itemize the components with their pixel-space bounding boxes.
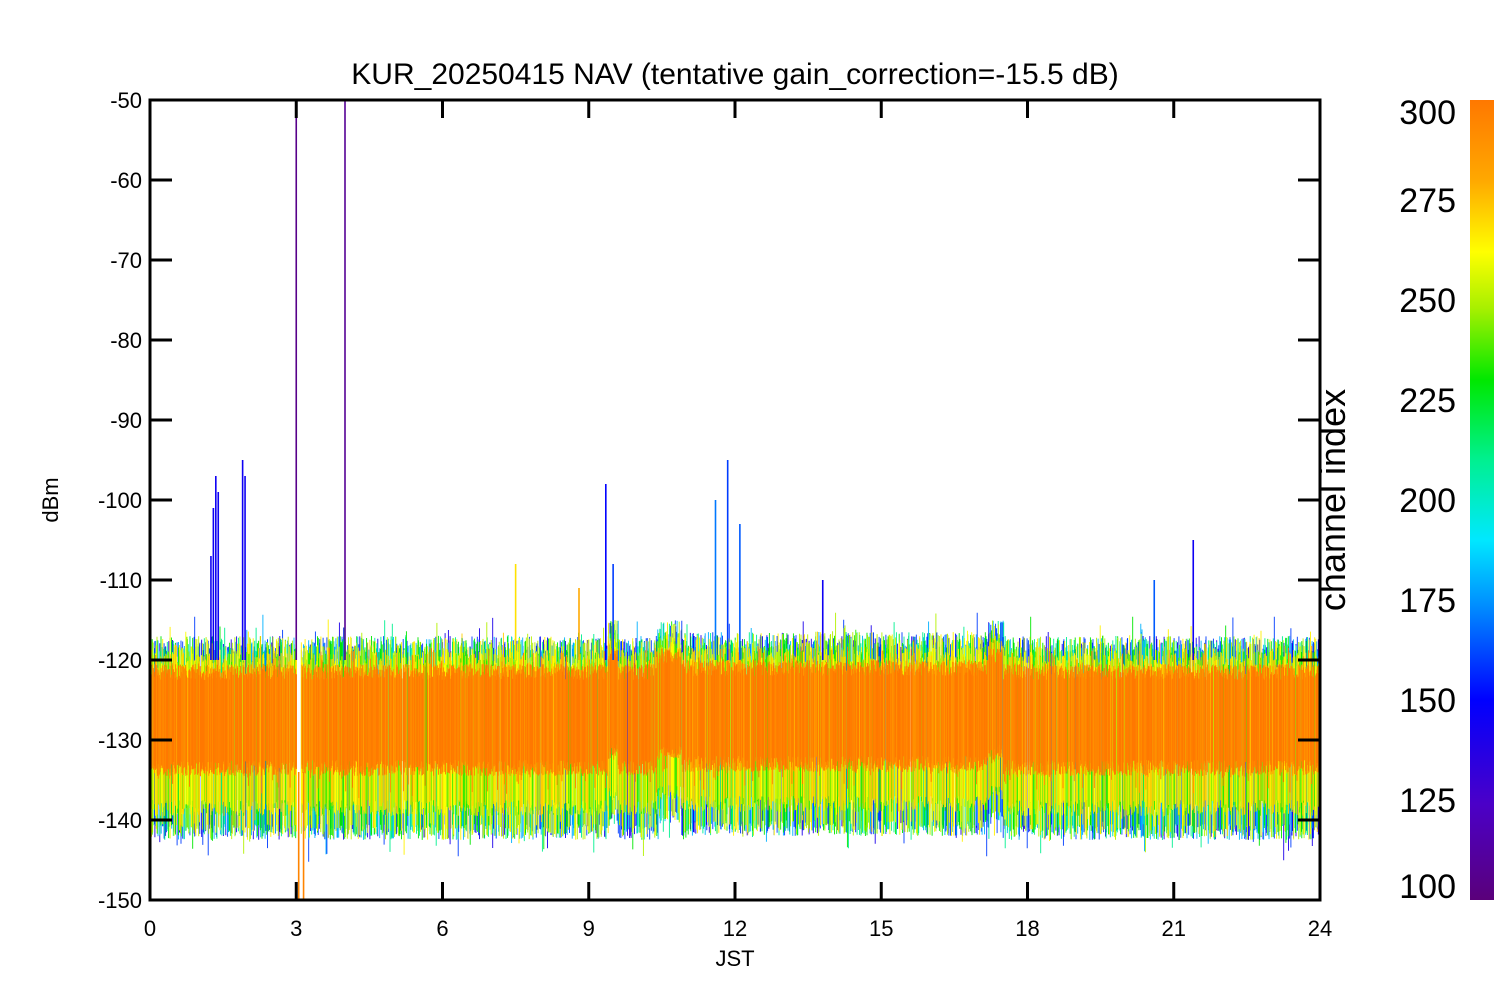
colorbar-tick-label: 125 <box>1399 782 1456 820</box>
noise-band <box>658 648 682 770</box>
noise-segment <box>656 620 683 838</box>
y-tick-label: -130 <box>98 728 142 753</box>
x-tick-label: 21 <box>1162 916 1186 941</box>
noise-segment <box>150 614 297 856</box>
y-tick-label: -90 <box>110 408 142 433</box>
x-tick-label: 18 <box>1015 916 1039 941</box>
colorbar-ticks: 300 275 250 225 200 175 150 125 100 <box>1399 94 1456 906</box>
x-tick-label: 6 <box>436 916 448 941</box>
colorbar-tick-label: 275 <box>1399 182 1456 220</box>
colorbar-label: channel index <box>1312 389 1353 611</box>
noise-band <box>618 659 658 782</box>
noise-segment <box>300 617 610 862</box>
colorbar-tick-label: 175 <box>1399 582 1456 620</box>
y-tick-label: -70 <box>110 248 142 273</box>
y-tick-label: -60 <box>110 168 142 193</box>
x-tick-label: 0 <box>144 916 156 941</box>
noise-segment <box>607 620 619 824</box>
x-tick-label: 9 <box>583 916 595 941</box>
colorbar-tick-label: 200 <box>1399 482 1456 520</box>
x-axis: 0 3 6 9 12 15 18 21 24 <box>144 100 1332 941</box>
colorbar-tick-label: 250 <box>1399 282 1456 320</box>
y-axis: -50 -60 -70 -80 -90 -100 -110 -120 -130 -140 -150 <box>98 88 1320 913</box>
colorbar <box>1470 100 1494 900</box>
noise-segment <box>681 612 990 857</box>
y-tick-label: -50 <box>110 88 142 113</box>
y-tick-label: -100 <box>98 488 142 513</box>
y-axis-label: dBm <box>38 477 63 522</box>
colorbar-tick-label: 100 <box>1399 868 1456 906</box>
colorbar-tick-label: 150 <box>1399 682 1456 720</box>
x-tick-label: 3 <box>290 916 302 941</box>
x-tick-label: 24 <box>1308 916 1332 941</box>
noise-segment <box>1002 616 1320 861</box>
y-tick-label: -110 <box>100 568 142 593</box>
y-tick-label: -120 <box>98 648 142 673</box>
x-axis-label: JST <box>715 946 754 971</box>
noise-band <box>1002 647 1320 788</box>
noise-band <box>988 632 1002 764</box>
x-tick-label: 12 <box>723 916 747 941</box>
noise-band <box>608 650 619 759</box>
colorbar-tick-label: 225 <box>1399 382 1456 420</box>
noise-segment <box>988 620 1005 836</box>
x-tick-label: 15 <box>869 916 893 941</box>
noise-band <box>682 646 990 790</box>
chart-title: KUR_20250415 NAV (tentative gain_correct… <box>351 58 1118 91</box>
noise-band <box>301 647 607 790</box>
y-tick-label: -80 <box>110 328 142 353</box>
plot-area <box>150 100 1320 900</box>
noise-segment <box>617 621 659 856</box>
colorbar-tick-label: 300 <box>1399 94 1456 132</box>
y-tick-label: -140 <box>98 808 142 833</box>
y-tick-label: -150 <box>98 888 142 913</box>
